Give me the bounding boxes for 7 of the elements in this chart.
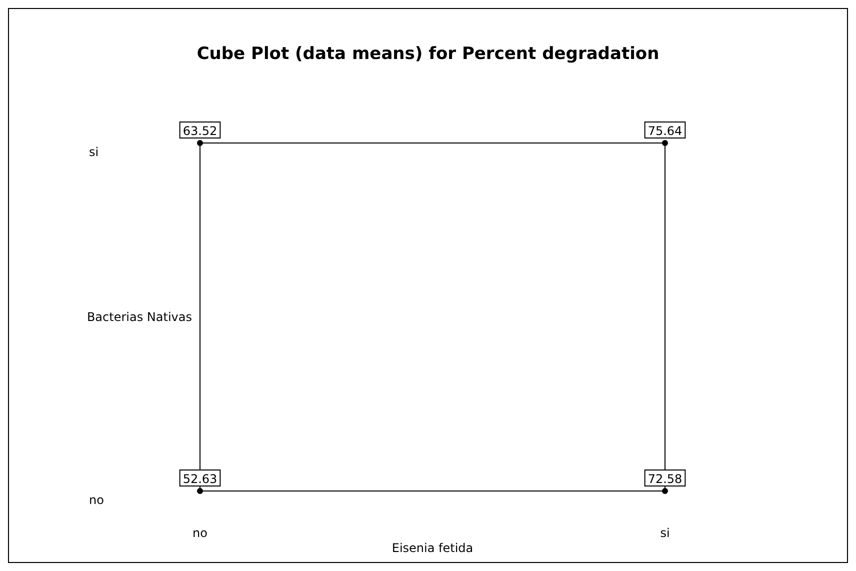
x-axis-title: Eisenia fetida [392,541,474,555]
text: Cube Plot (data means) for Percent degradation [196,44,660,64]
data-label: 52.63 [182,472,218,486]
data-label: 75.64 [648,124,682,138]
data-label: 63.52 [182,124,218,138]
data-label: 72.58 [648,472,682,486]
y-axis-title: Bacterias Nativas [86,310,192,324]
